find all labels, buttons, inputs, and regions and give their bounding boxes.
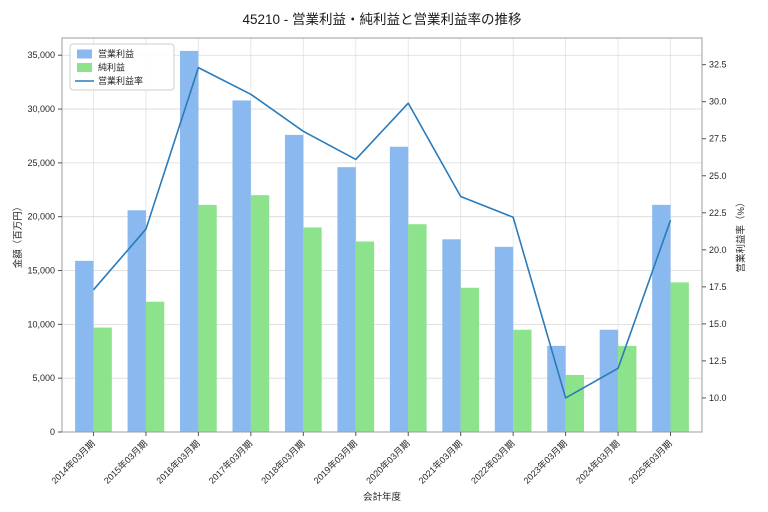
- x-tick-label: 2020年03月期: [364, 438, 412, 486]
- right-tick-label: 30.0: [709, 97, 727, 107]
- right-tick-label: 25.0: [709, 171, 727, 181]
- right-tick-label: 10.0: [709, 393, 727, 403]
- bar: [389, 146, 409, 433]
- right-tick-label: 17.5: [709, 282, 727, 292]
- left-tick-label: 20,000: [27, 212, 55, 222]
- bars-1: [93, 195, 689, 432]
- x-axis-title: 会計年度: [362, 492, 401, 503]
- right-tick-label: 27.5: [709, 134, 727, 144]
- bar: [355, 241, 375, 432]
- bar: [494, 246, 514, 432]
- bars-0: [75, 50, 671, 433]
- left-tick-label: 0: [50, 427, 55, 437]
- bar: [232, 100, 251, 432]
- x-tick-label: 2023年03月期: [521, 438, 569, 486]
- right-tick-label: 22.5: [709, 208, 727, 218]
- bar: [599, 329, 619, 432]
- left-tick-label: 25,000: [27, 158, 55, 168]
- left-tick-label: 5,000: [32, 373, 55, 383]
- x-tick-label: 2015年03月期: [101, 438, 149, 486]
- legend-label: 純利益: [98, 62, 125, 73]
- bar: [198, 204, 217, 432]
- bar: [75, 260, 94, 432]
- legend-label: 営業利益率: [98, 75, 143, 86]
- x-tick-label: 2018年03月期: [259, 438, 307, 486]
- bar: [618, 345, 637, 432]
- line-series: [92, 66, 672, 399]
- x-tick-label: 2022年03月期: [468, 438, 516, 486]
- chart-title: 45210 - 営業利益・純利益と営業利益率の推移: [242, 12, 522, 27]
- legend-label: 営業利益: [98, 48, 134, 59]
- left-tick-label: 10,000: [27, 319, 55, 329]
- bar: [565, 374, 584, 432]
- bar: [337, 167, 356, 432]
- right-tick-label: 15.0: [709, 319, 727, 329]
- right-tick-label: 32.5: [709, 60, 727, 70]
- x-tick-label: 2017年03月期: [206, 438, 254, 486]
- bar: [547, 345, 566, 432]
- left-tick-label: 35,000: [27, 50, 55, 60]
- bar: [180, 50, 199, 433]
- right-tick-label: 12.5: [709, 356, 727, 366]
- x-tick-label: 2024年03月期: [573, 438, 621, 486]
- x-tick-label: 2021年03月期: [416, 438, 464, 486]
- plot-frame: [61, 37, 703, 433]
- x-tick-label: 2016年03月期: [154, 438, 202, 486]
- left-tick-label: 30,000: [27, 104, 55, 114]
- bar: [652, 204, 671, 432]
- x-tick-label: 2014年03月期: [49, 438, 97, 486]
- bar: [250, 195, 270, 432]
- bar: [145, 301, 165, 432]
- rate-line: [92, 66, 672, 399]
- bar: [93, 327, 112, 432]
- legend-swatch: [77, 63, 92, 72]
- legend-swatch: [77, 49, 92, 59]
- bar: [460, 287, 480, 432]
- x-tick-label: 2019年03月期: [311, 438, 359, 486]
- bar: [513, 329, 532, 432]
- bar: [408, 224, 427, 432]
- bar-series: [75, 50, 689, 433]
- bar: [670, 282, 689, 432]
- left-tick-label: 15,000: [27, 266, 55, 276]
- right-tick-label: 20.0: [709, 245, 727, 255]
- bar: [284, 134, 304, 432]
- x-tick-label: 2025年03月期: [626, 438, 674, 486]
- bar: [442, 239, 461, 432]
- bar: [303, 227, 322, 432]
- bar: [127, 210, 146, 432]
